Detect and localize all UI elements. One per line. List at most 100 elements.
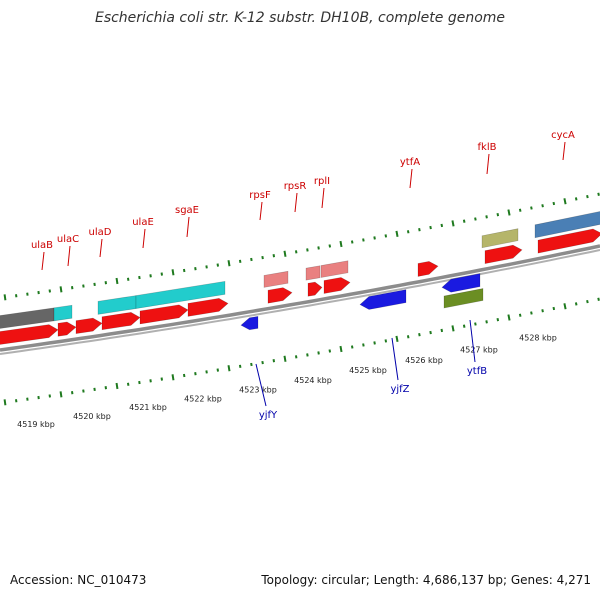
tick-mark-upper bbox=[485, 215, 488, 219]
tick-mark-lower bbox=[339, 345, 343, 353]
feature-block-cyan bbox=[97, 295, 137, 315]
gene-label-plus: ulaD bbox=[89, 227, 112, 238]
tick-mark-lower bbox=[283, 355, 287, 362]
tick-mark-lower bbox=[429, 330, 432, 335]
tick-mark-lower bbox=[261, 360, 264, 365]
tick-mark-upper bbox=[250, 257, 253, 262]
cds-arrow-plus bbox=[267, 287, 293, 304]
tick-mark-lower bbox=[518, 313, 522, 317]
tick-mark-upper bbox=[149, 274, 152, 278]
tick-mark-lower bbox=[328, 349, 332, 353]
tick-mark-lower bbox=[418, 333, 421, 337]
tick-mark-lower bbox=[563, 303, 567, 310]
leader-line-plus bbox=[486, 153, 490, 175]
tick-mark-lower bbox=[574, 302, 578, 306]
tick-mark-upper bbox=[317, 246, 320, 250]
cds-arrow-plus bbox=[537, 228, 600, 254]
tick-mark-lower bbox=[541, 309, 544, 313]
tick-mark-upper bbox=[362, 238, 365, 242]
tick-mark-lower bbox=[294, 355, 298, 359]
cds-arrow-plus bbox=[75, 317, 103, 334]
feature-block-rna bbox=[305, 265, 321, 281]
tick-mark-lower bbox=[317, 351, 320, 355]
kbp-label: 4523 kbp bbox=[239, 385, 277, 394]
leader-line-plus bbox=[41, 251, 45, 271]
tick-mark-upper bbox=[563, 198, 567, 205]
tick-mark-lower bbox=[586, 299, 589, 304]
tick-mark-upper bbox=[574, 197, 578, 201]
tick-mark-upper bbox=[406, 230, 410, 234]
kbp-label: 4520 kbp bbox=[73, 412, 111, 421]
accession-text: Accession: NC_010473 bbox=[10, 573, 147, 587]
kbp-label: 4526 kbp bbox=[405, 356, 443, 365]
kbp-label: 4524 kbp bbox=[294, 376, 332, 385]
tick-mark-upper bbox=[328, 244, 332, 248]
feature-block-rna bbox=[263, 270, 289, 288]
tick-mark-lower bbox=[149, 379, 152, 383]
tick-mark-lower bbox=[530, 311, 533, 315]
tick-mark-upper bbox=[126, 277, 130, 281]
tick-mark-lower bbox=[250, 362, 253, 367]
kbp-label: 4519 kbp bbox=[17, 420, 55, 429]
tick-mark-upper bbox=[261, 255, 264, 260]
tick-mark-upper bbox=[26, 292, 29, 296]
leader-line-plus bbox=[294, 192, 298, 213]
tick-mark-lower bbox=[384, 339, 388, 343]
tick-mark-upper bbox=[160, 272, 164, 276]
cds-arrow-plus bbox=[57, 321, 77, 337]
tick-mark-upper bbox=[541, 204, 544, 208]
tick-mark-lower bbox=[216, 368, 220, 372]
gene-label-plus: sgaE bbox=[175, 205, 199, 216]
tick-mark-lower bbox=[182, 373, 186, 378]
tick-mark-upper bbox=[294, 250, 298, 254]
tick-mark-upper bbox=[429, 225, 432, 230]
tick-mark-lower bbox=[306, 353, 309, 357]
gene-label-plus: ulaE bbox=[132, 217, 154, 228]
tick-mark-lower bbox=[104, 386, 108, 390]
gene-label-plus: ytfA bbox=[400, 157, 420, 168]
gene-label-minus: ytfB bbox=[467, 366, 487, 377]
tick-mark-upper bbox=[272, 254, 276, 258]
feature-block-olive bbox=[443, 288, 484, 309]
tick-mark-upper bbox=[586, 194, 589, 199]
gene-label-plus: ulaC bbox=[57, 234, 79, 245]
tick-mark-lower bbox=[451, 325, 455, 332]
tick-mark-lower bbox=[272, 359, 276, 363]
tick-mark-lower bbox=[440, 328, 444, 333]
tick-mark-upper bbox=[70, 286, 74, 290]
tick-mark-lower bbox=[485, 320, 488, 324]
backbone-line bbox=[0, 244, 600, 352]
tick-mark-upper bbox=[171, 269, 175, 276]
leader-line-plus bbox=[259, 201, 263, 221]
tick-mark-upper bbox=[104, 281, 108, 285]
tick-mark-upper bbox=[418, 228, 421, 232]
tick-mark-lower bbox=[395, 335, 399, 342]
tick-mark-lower bbox=[362, 343, 365, 347]
feature-block-rna bbox=[320, 260, 349, 278]
genome-summary: Topology: circular; Length: 4,686,137 bp… bbox=[261, 573, 591, 587]
tick-mark-upper bbox=[194, 267, 197, 271]
tick-mark-upper bbox=[182, 268, 186, 273]
gene-label-minus: yjfZ bbox=[390, 384, 409, 395]
tick-mark-upper bbox=[530, 206, 533, 210]
genome-title: Escherichia coli str. K-12 substr. DH10B… bbox=[94, 10, 506, 26]
cds-arrow-minus bbox=[441, 273, 481, 293]
tick-mark-lower bbox=[171, 374, 175, 381]
tick-mark-lower bbox=[350, 345, 354, 349]
tick-mark-upper bbox=[37, 290, 40, 295]
feature-block-cyan bbox=[53, 304, 73, 322]
cds-arrow-plus bbox=[187, 298, 229, 317]
tick-mark-lower bbox=[552, 306, 556, 311]
tick-mark-upper bbox=[205, 265, 208, 269]
cds-arrow-plus bbox=[0, 324, 59, 345]
tick-mark-upper bbox=[496, 212, 500, 217]
leader-line-plus bbox=[562, 141, 566, 161]
tick-mark-lower bbox=[406, 335, 410, 339]
tick-mark-lower bbox=[205, 370, 208, 374]
tick-mark-upper bbox=[306, 248, 309, 252]
tick-mark-upper bbox=[82, 284, 85, 288]
tick-mark-upper bbox=[227, 260, 231, 267]
tick-mark-upper bbox=[552, 201, 556, 206]
